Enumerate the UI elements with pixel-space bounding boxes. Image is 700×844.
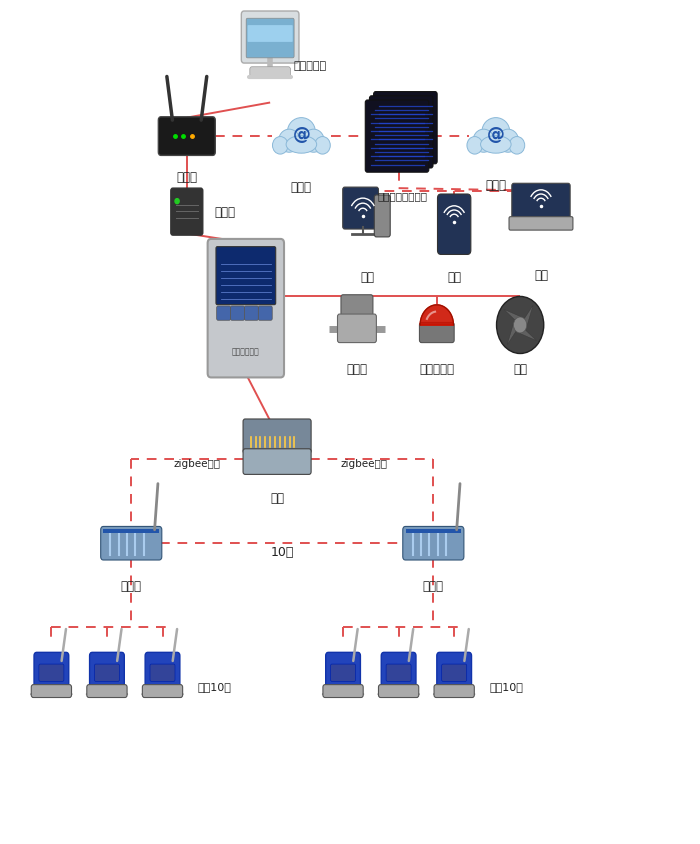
Ellipse shape [86, 692, 128, 697]
FancyBboxPatch shape [32, 684, 71, 698]
FancyBboxPatch shape [438, 195, 471, 255]
Ellipse shape [141, 692, 183, 697]
FancyBboxPatch shape [39, 664, 64, 682]
Text: 报警控制主机: 报警控制主机 [232, 347, 260, 356]
FancyBboxPatch shape [248, 26, 293, 43]
FancyBboxPatch shape [434, 684, 475, 698]
FancyBboxPatch shape [94, 664, 120, 682]
FancyBboxPatch shape [370, 97, 433, 169]
FancyBboxPatch shape [243, 449, 311, 475]
Text: @: @ [293, 126, 310, 143]
FancyBboxPatch shape [402, 527, 464, 560]
FancyBboxPatch shape [142, 684, 183, 698]
Text: 声光报警器: 声光报警器 [419, 363, 454, 376]
Text: 手机: 手机 [447, 270, 461, 284]
Ellipse shape [272, 138, 288, 155]
FancyBboxPatch shape [512, 184, 570, 224]
Text: zigbee信号: zigbee信号 [340, 459, 387, 469]
FancyBboxPatch shape [341, 295, 373, 322]
FancyBboxPatch shape [379, 684, 419, 698]
Ellipse shape [509, 138, 525, 155]
Text: 可接10台: 可接10台 [489, 681, 523, 691]
FancyBboxPatch shape [258, 306, 272, 321]
FancyBboxPatch shape [216, 247, 276, 306]
Polygon shape [520, 326, 536, 341]
Polygon shape [504, 310, 520, 326]
FancyBboxPatch shape [326, 652, 360, 692]
Text: 网关: 网关 [270, 491, 284, 504]
FancyBboxPatch shape [419, 323, 454, 344]
Circle shape [175, 199, 179, 204]
Ellipse shape [481, 137, 511, 154]
Text: 转换器: 转换器 [214, 206, 235, 219]
Circle shape [496, 297, 544, 354]
Text: 中继器: 中继器 [120, 579, 141, 592]
Ellipse shape [288, 118, 315, 146]
FancyBboxPatch shape [230, 306, 244, 321]
Text: 互联网: 互联网 [485, 179, 506, 192]
FancyBboxPatch shape [158, 117, 216, 156]
Text: 10组: 10组 [271, 545, 294, 559]
FancyBboxPatch shape [90, 652, 125, 692]
FancyBboxPatch shape [330, 664, 356, 682]
Text: 可接10台: 可接10台 [197, 681, 232, 691]
Ellipse shape [498, 130, 519, 153]
Ellipse shape [322, 692, 364, 697]
Ellipse shape [31, 692, 72, 697]
Text: 安帕尔网络服务器: 安帕尔网络服务器 [377, 191, 427, 201]
Text: 中继器: 中继器 [423, 579, 444, 592]
Ellipse shape [279, 130, 300, 153]
FancyBboxPatch shape [442, 664, 467, 682]
Ellipse shape [467, 138, 482, 155]
FancyBboxPatch shape [374, 93, 438, 165]
FancyBboxPatch shape [374, 196, 390, 238]
FancyBboxPatch shape [246, 19, 294, 59]
Circle shape [514, 317, 526, 333]
Text: zigbee信号: zigbee信号 [174, 459, 220, 469]
FancyBboxPatch shape [171, 189, 203, 235]
FancyBboxPatch shape [405, 529, 461, 533]
FancyBboxPatch shape [101, 527, 162, 560]
FancyBboxPatch shape [337, 315, 377, 344]
FancyBboxPatch shape [386, 664, 411, 682]
Ellipse shape [378, 692, 419, 697]
Ellipse shape [286, 137, 316, 154]
FancyBboxPatch shape [250, 68, 290, 78]
Text: 电脑: 电脑 [360, 270, 374, 284]
FancyBboxPatch shape [241, 12, 299, 64]
Text: 互联网: 互联网 [291, 181, 312, 194]
Ellipse shape [303, 130, 324, 153]
FancyBboxPatch shape [34, 652, 69, 692]
FancyBboxPatch shape [437, 652, 472, 692]
FancyBboxPatch shape [509, 218, 573, 230]
Text: 单机版电脑: 单机版电脑 [294, 61, 327, 71]
Ellipse shape [473, 130, 494, 153]
Polygon shape [508, 326, 520, 345]
Text: 风机: 风机 [513, 363, 527, 376]
FancyBboxPatch shape [208, 240, 284, 378]
FancyBboxPatch shape [217, 306, 230, 321]
FancyBboxPatch shape [382, 652, 416, 692]
Text: @: @ [487, 126, 505, 143]
FancyBboxPatch shape [244, 306, 258, 321]
FancyBboxPatch shape [323, 684, 363, 698]
Text: 终端: 终端 [534, 268, 548, 282]
FancyBboxPatch shape [87, 684, 127, 698]
FancyBboxPatch shape [365, 101, 429, 173]
Polygon shape [520, 306, 533, 326]
FancyBboxPatch shape [104, 529, 159, 533]
Text: 电磁阀: 电磁阀 [346, 363, 368, 376]
FancyBboxPatch shape [343, 188, 379, 230]
Text: 路由器: 路由器 [176, 170, 197, 184]
Ellipse shape [433, 692, 475, 697]
Ellipse shape [482, 118, 510, 146]
Ellipse shape [315, 138, 330, 155]
FancyBboxPatch shape [243, 419, 311, 454]
FancyBboxPatch shape [150, 664, 175, 682]
Polygon shape [420, 306, 454, 326]
FancyBboxPatch shape [145, 652, 180, 692]
